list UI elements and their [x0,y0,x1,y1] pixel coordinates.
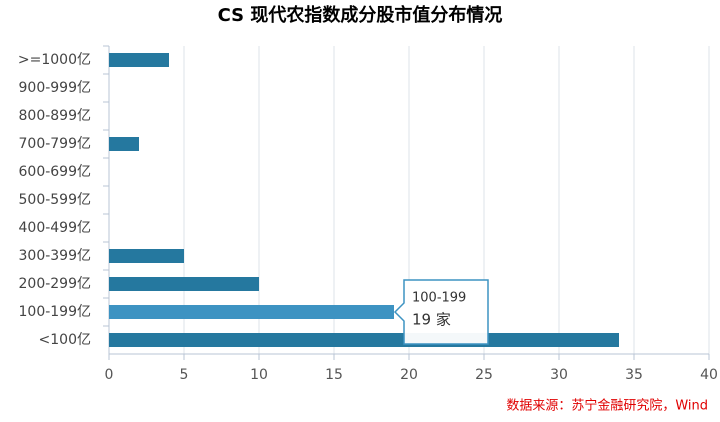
bar [109,277,259,291]
x-tick-label: 10 [250,367,268,383]
y-tick-label: <100亿 [39,332,91,348]
x-tick-label: 35 [625,367,643,383]
x-tick-label: 40 [700,367,718,383]
chart-title: CS 现代农指数成分股市值分布情况 [218,4,503,26]
tooltip-title: 100-199 [412,291,466,306]
bar [109,305,394,319]
x-tick-label: 25 [475,367,493,383]
tooltip-value: 19 家 [412,311,451,329]
x-tick-label: 5 [180,367,189,383]
source: 数据来源：苏宁金融研究院，Wind [506,398,708,414]
x-tick-label: 0 [105,367,114,383]
y-tick-label: 900-999亿 [19,80,92,96]
bar [109,249,184,263]
tooltip-box [393,279,489,345]
bar [109,137,139,151]
y-tick-label: 300-399亿 [19,248,92,264]
y-tick-label: 600-699亿 [19,164,92,180]
y-tick-label: 800-899亿 [19,108,92,124]
y-tick-label: >=1000亿 [18,52,91,68]
y-tick-label: 500-599亿 [19,192,92,208]
y-tick-label: 100-199亿 [19,304,92,320]
x-tick-label: 30 [550,367,568,383]
y-tick-label: 700-799亿 [19,136,92,152]
bar [109,53,169,67]
y-tick-label: 200-299亿 [19,276,92,292]
y-tick-label: 400-499亿 [19,220,92,236]
x-tick-label: 20 [400,367,418,383]
bar [109,333,619,347]
x-tick-label: 15 [325,367,343,383]
